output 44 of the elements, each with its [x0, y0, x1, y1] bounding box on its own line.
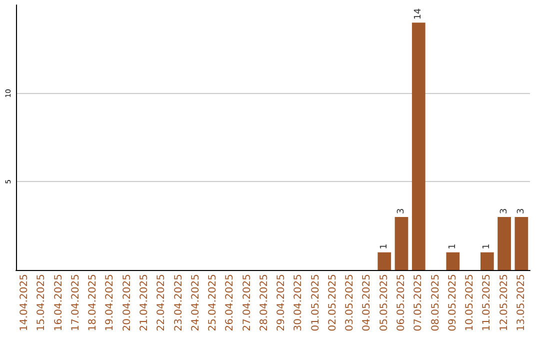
x-tick-label: 09.05.2025 [447, 274, 458, 332]
x-tick-label: 28.04.2025 [258, 274, 270, 332]
x-tick-label: 06.05.2025 [396, 274, 407, 332]
x-tick-label: 04.05.2025 [362, 274, 373, 332]
data-label: 3 [499, 208, 510, 214]
x-tick-label: 27.04.2025 [242, 274, 253, 332]
x-tick-label: 12.05.2025 [498, 274, 510, 332]
x-tick-label: 13.05.2025 [516, 274, 527, 332]
bar [514, 217, 528, 270]
x-tick-label: 02.05.2025 [327, 274, 338, 332]
x-tick-label: 22.04.2025 [156, 274, 168, 332]
x-tick-label: 16.04.2025 [53, 274, 64, 332]
bar [378, 252, 392, 270]
data-label: 3 [396, 208, 406, 214]
x-tick-label: 24.04.2025 [190, 274, 202, 332]
bar [412, 22, 426, 270]
x-tick-label: 07.05.2025 [413, 274, 424, 332]
data-label: 1 [448, 244, 458, 250]
data-label: 1 [379, 244, 390, 250]
x-tick-label: 08.05.2025 [430, 274, 442, 332]
x-tick-label: 23.04.2025 [173, 274, 184, 332]
x-tick-label: 18.04.2025 [88, 274, 99, 332]
x-tick-label: 14.04.2025 [19, 274, 30, 332]
bar [394, 217, 408, 270]
x-tick-label: 26.04.2025 [224, 274, 236, 332]
x-tick-label: 11.05.2025 [482, 274, 493, 332]
data-label: 3 [516, 208, 526, 214]
x-tick-label: 29.04.2025 [276, 274, 288, 332]
x-tick-label: 19.04.2025 [104, 274, 116, 332]
x-tick-label: 25.04.2025 [208, 274, 219, 332]
x-tick-label: 05.05.2025 [378, 274, 390, 332]
bar [498, 217, 511, 270]
x-tick-label: 10.05.2025 [464, 274, 476, 332]
x-tick-label: 15.04.2025 [36, 274, 48, 332]
bar [480, 252, 494, 270]
x-tick-label: 20.04.2025 [122, 274, 133, 332]
x-tick-label: 17.04.2025 [70, 274, 82, 332]
bar [446, 252, 460, 270]
x-tick-label: 03.05.2025 [344, 274, 356, 332]
x-tick-label: 01.05.2025 [310, 274, 322, 332]
x-tick-label: 30.04.2025 [293, 274, 304, 332]
data-label: 1 [482, 244, 492, 250]
data-label: 14 [414, 8, 424, 20]
x-tick-label: 21.04.2025 [139, 274, 150, 332]
